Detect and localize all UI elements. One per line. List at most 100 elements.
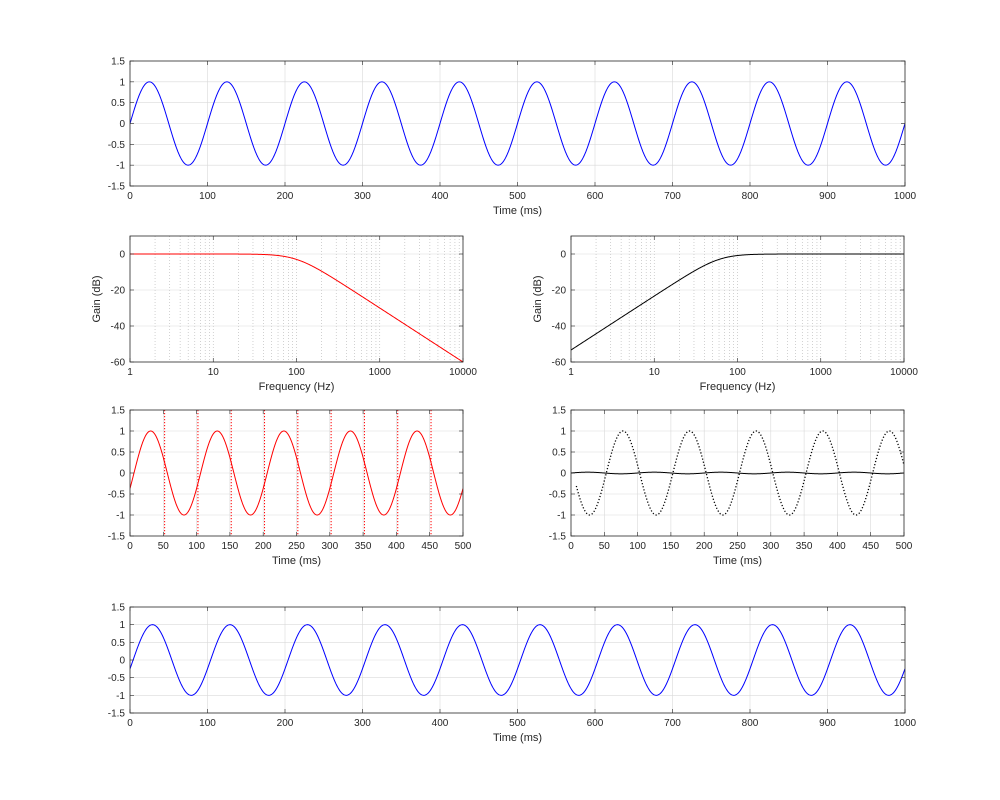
- x-tick-label: 100: [199, 191, 216, 202]
- y-tick-label: 0: [119, 656, 125, 667]
- y-tick-label: -40: [552, 322, 567, 333]
- x-tick-label: 350: [355, 541, 372, 552]
- y-axis-label: Gain (dB): [91, 275, 103, 322]
- subplot-3: 1 10 100 1000 10000 -60 -40 -20 0 Frequency (Hz) G…: [532, 235, 918, 393]
- x-tick-label: 500: [896, 541, 913, 552]
- y-tick-label: -1: [116, 161, 125, 172]
- x-tick-label: 150: [663, 541, 680, 552]
- x-tick-label: 400: [432, 718, 449, 729]
- x-tick-label: 10: [208, 367, 220, 378]
- subplot-2: 1 10 100 1000 10000 -60 -40 -20 0 Frequency (Hz) G…: [91, 235, 477, 393]
- x-tick-label: 200: [277, 191, 294, 202]
- y-tick-label: -0.5: [108, 673, 126, 684]
- y-tick-label: 0.5: [111, 638, 125, 649]
- y-tick-label: 0: [560, 250, 566, 261]
- x-tick-label: 700: [664, 718, 681, 729]
- x-axis-label: Frequency (Hz): [259, 381, 335, 393]
- y-tick-label: -1.5: [108, 532, 126, 543]
- x-axis-label: Time (ms): [493, 732, 542, 744]
- y-tick-label: -20: [111, 286, 126, 297]
- x-tick-label: 450: [862, 541, 879, 552]
- x-tick-label: 200: [255, 541, 272, 552]
- x-tick-label: 0: [127, 541, 133, 552]
- x-tick-label: 50: [158, 541, 170, 552]
- y-tick-label: 1.5: [111, 603, 125, 614]
- y-tick-label: -0.5: [549, 490, 567, 501]
- x-tick-label: 250: [288, 541, 305, 552]
- y-tick-label: -60: [111, 358, 126, 369]
- x-tick-label: 0: [127, 191, 133, 202]
- x-tick-label: 100: [729, 367, 746, 378]
- y-tick-label: -1.5: [549, 532, 567, 543]
- x-tick-label: 100: [188, 541, 205, 552]
- y-tick-label: -40: [111, 322, 126, 333]
- x-tick-label: 500: [509, 191, 526, 202]
- y-tick-label: 1.5: [111, 406, 125, 417]
- series-line-1: [130, 624, 905, 696]
- x-tick-label: 300: [321, 541, 338, 552]
- x-tick-label: 250: [729, 541, 746, 552]
- y-tick-label: 0.5: [552, 448, 566, 459]
- y-tick-label: 0: [560, 469, 566, 480]
- subplot-1: 0 100 200 300 400 500 600 700 800 900 1000 -1.5 -1 -0…: [108, 57, 917, 218]
- x-tick-label: 100: [199, 718, 216, 729]
- y-tick-label: -1: [116, 511, 125, 522]
- x-tick-label: 700: [664, 191, 681, 202]
- y-axis-label: Gain (dB): [532, 275, 544, 322]
- x-tick-label: 1: [568, 367, 574, 378]
- x-tick-label: 0: [127, 718, 133, 729]
- series-line-1: [130, 430, 463, 516]
- x-tick-label: 1000: [894, 191, 917, 202]
- x-tick-label: 800: [742, 718, 759, 729]
- y-tick-label: 1: [119, 427, 125, 438]
- x-tick-label: 200: [696, 541, 713, 552]
- x-tick-label: 0: [568, 541, 574, 552]
- y-tick-label: -20: [552, 286, 567, 297]
- x-tick-label: 10: [649, 367, 661, 378]
- y-tick-label: -0.5: [108, 490, 126, 501]
- subplot-4: 0 50 100 150 200 250 300 350 400 450 500 -1.5 -1 -0.5…: [108, 406, 472, 568]
- x-axis-label: Time (ms): [713, 555, 762, 567]
- x-tick-label: 1000: [894, 718, 917, 729]
- y-tick-label: 1.5: [552, 406, 566, 417]
- x-tick-label: 600: [587, 718, 604, 729]
- y-tick-label: -0.5: [108, 140, 126, 151]
- y-tick-label: 0: [119, 469, 125, 480]
- y-tick-label: 1: [119, 620, 125, 631]
- y-tick-label: 1: [119, 77, 125, 88]
- y-tick-label: -1.5: [108, 182, 126, 193]
- y-tick-label: 1: [560, 427, 566, 438]
- x-tick-label: 300: [762, 541, 779, 552]
- x-tick-label: 100: [288, 367, 305, 378]
- y-tick-label: 0: [119, 119, 125, 130]
- x-tick-label: 400: [829, 541, 846, 552]
- x-tick-label: 350: [796, 541, 813, 552]
- y-tick-label: 0: [119, 250, 125, 261]
- x-tick-label: 10000: [890, 367, 918, 378]
- y-tick-label: -1.5: [108, 709, 126, 720]
- y-tick-label: -1: [557, 511, 566, 522]
- series-line-1: [130, 81, 905, 166]
- x-tick-label: 1000: [369, 367, 392, 378]
- x-axis-label: Time (ms): [493, 205, 542, 217]
- x-tick-label: 300: [354, 191, 371, 202]
- series-line-2: [571, 471, 904, 475]
- x-tick-label: 150: [222, 541, 239, 552]
- x-tick-label: 50: [599, 541, 611, 552]
- x-tick-label: 900: [819, 718, 836, 729]
- x-tick-label: 10000: [449, 367, 477, 378]
- x-tick-label: 500: [455, 541, 472, 552]
- x-tick-label: 200: [277, 718, 294, 729]
- x-tick-label: 400: [388, 541, 405, 552]
- y-tick-label: 0.5: [111, 98, 125, 109]
- x-tick-label: 450: [421, 541, 438, 552]
- x-axis-label: Frequency (Hz): [700, 381, 776, 393]
- subplot-5: 0 50 100 150 200 250 300 350 400 450 500 -1.5 -1 -0.5…: [549, 406, 913, 568]
- x-tick-label: 600: [587, 191, 604, 202]
- series-line-1: [130, 253, 463, 362]
- y-tick-label: -1: [116, 691, 125, 702]
- y-tick-label: 1.5: [111, 57, 125, 68]
- x-tick-label: 100: [629, 541, 646, 552]
- subplot-6: 0 100 200 300 400 500 600 700 800 900 1000 -1.5 -1 -0…: [108, 603, 917, 745]
